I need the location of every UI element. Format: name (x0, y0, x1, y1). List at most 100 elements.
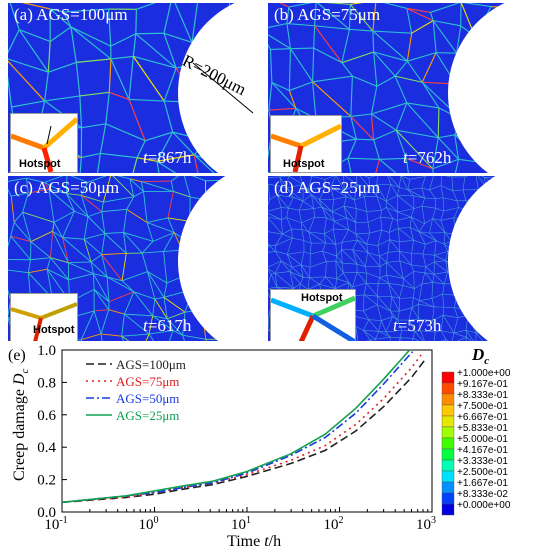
grain-boundary (430, 3, 461, 12)
grain-boundary (356, 234, 367, 244)
grain-boundary (387, 261, 400, 263)
grain-boundary (454, 207, 459, 217)
grain-boundary (378, 230, 382, 246)
grain-boundary (365, 252, 367, 266)
grain-boundary (326, 277, 336, 289)
grain-boundary (380, 252, 388, 256)
grain-boundary (356, 209, 366, 212)
grain-boundary (144, 191, 147, 222)
grain-boundary (333, 229, 348, 230)
grain-boundary (388, 251, 400, 252)
grain-boundary (28, 260, 30, 273)
grain-boundary (367, 244, 378, 245)
grain-boundary (353, 240, 358, 250)
grain-boundary (351, 114, 372, 116)
panel-d-time: t=573h (393, 316, 441, 336)
grain-boundary (347, 218, 349, 230)
grain-boundary (433, 21, 457, 53)
grain-boundary (183, 176, 205, 181)
grain-boundary (380, 256, 381, 266)
grain-boundary (433, 21, 461, 26)
grain-boundary (344, 206, 356, 222)
grain-boundary (454, 333, 467, 337)
grain-boundary (378, 278, 380, 284)
grain-boundary (51, 258, 69, 280)
grain-boundary (142, 253, 147, 271)
grain-boundary (434, 274, 444, 284)
grain-boundary (88, 217, 105, 234)
grain-boundary (171, 176, 183, 181)
colorbar-level-label: +9.167e-01 (457, 379, 508, 390)
grain-boundary (292, 265, 301, 267)
grain-boundary (412, 240, 414, 253)
grain-boundary (399, 285, 403, 298)
panel-b-time: t=762h (403, 148, 451, 168)
legend-label: AGS=100μm (116, 357, 186, 372)
grain-boundary (364, 295, 377, 305)
colorbar-level-label: +3.333e-01 (457, 456, 508, 467)
grain-boundary (332, 212, 347, 218)
grain-boundary (429, 176, 434, 190)
y-tick-label: 1.0 (37, 343, 56, 359)
grain-boundary (368, 222, 370, 233)
grain-boundary (310, 243, 311, 254)
colorbar-level-label: +1.000e+00 (457, 368, 511, 379)
grain-boundary (414, 272, 415, 289)
grain-boundary (102, 234, 105, 255)
grain-boundary (102, 202, 104, 211)
grain-boundary (367, 210, 382, 211)
grain-boundary (28, 269, 47, 272)
grain-boundary (425, 241, 436, 245)
grain-boundary (454, 318, 458, 333)
grain-boundary (354, 200, 356, 209)
grain-boundary (373, 31, 412, 33)
colorbar-level-label: +5.833e-01 (457, 423, 508, 434)
grain-boundary (299, 210, 301, 223)
grain-boundary (426, 262, 435, 267)
grain-boundary (441, 211, 444, 220)
grain-boundary (444, 207, 459, 211)
grain-boundary (349, 29, 372, 31)
grain-boundary (315, 26, 350, 30)
grain-boundary (443, 307, 444, 315)
grain-boundary (425, 198, 436, 199)
grain-boundary (430, 233, 437, 241)
grain-boundary (68, 263, 93, 274)
colorbar-swatch (442, 394, 454, 405)
grain-boundary (281, 208, 288, 209)
grain-boundary (109, 310, 125, 314)
grain-boundary (386, 195, 397, 201)
grain-boundary (356, 139, 373, 140)
grain-boundary (441, 331, 454, 333)
grain-boundary (300, 277, 303, 283)
grain-boundary (410, 176, 426, 179)
grain-boundary (418, 304, 434, 307)
hotspot-label-c: Hotspot (33, 324, 75, 336)
grain-boundary (356, 233, 370, 234)
grain-boundary (413, 298, 419, 301)
grain-boundary (53, 222, 54, 231)
grain-boundary (443, 315, 454, 333)
grain-boundary (463, 177, 465, 190)
grain-boundary (414, 206, 422, 208)
grain-boundary (323, 243, 326, 251)
grain-boundary (290, 271, 303, 277)
grain-boundary (396, 103, 407, 130)
grain-boundary (364, 283, 366, 295)
grain-boundary (314, 209, 315, 218)
colorbar-swatch (442, 460, 454, 471)
panel-c-inset: Hotspot (10, 293, 78, 341)
grain-boundary (365, 267, 366, 273)
grain-boundary (289, 91, 296, 109)
grain-boundary (443, 315, 458, 318)
grain-boundary (441, 220, 445, 232)
grain-boundary (11, 222, 14, 236)
hotspot-label-b: Hotspot (283, 158, 325, 170)
grain-boundary (465, 176, 476, 177)
grain-boundary (268, 29, 270, 49)
grain-boundary (423, 254, 435, 255)
grain-boundary (429, 186, 441, 190)
grain-boundary (413, 289, 414, 298)
grain-boundary (84, 217, 88, 240)
grain-boundary (422, 53, 436, 83)
